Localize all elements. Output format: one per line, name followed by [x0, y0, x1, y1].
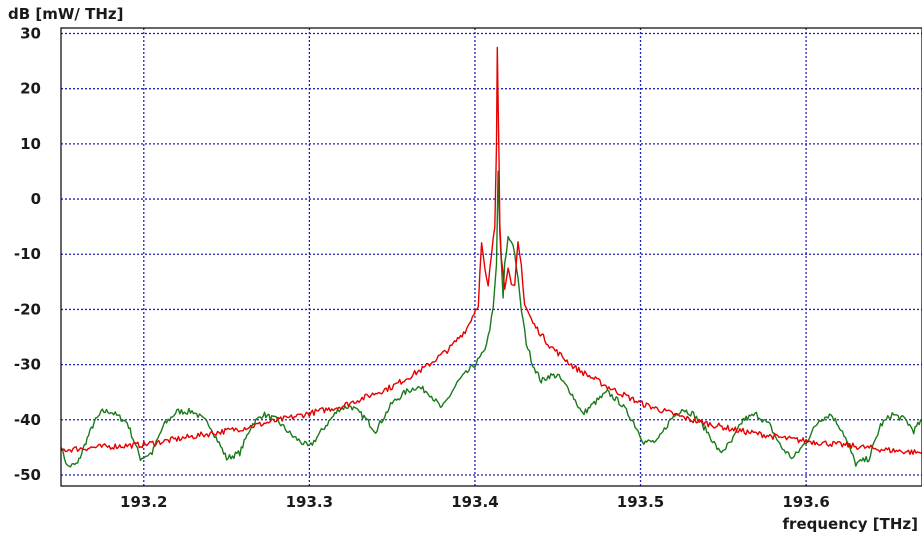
y-tick-label: 10 — [20, 135, 41, 153]
y-ticks: 30 20 10 0 -10 -20 -30 -40 -50 — [14, 25, 41, 484]
y-axis-label: dB [mW/ THz] — [8, 5, 124, 23]
y-tick-label: -10 — [14, 245, 41, 263]
y-tick-label: -50 — [14, 466, 41, 484]
y-tick-label: -40 — [14, 411, 41, 429]
grid — [61, 28, 922, 486]
series — [60, 46, 922, 468]
y-tick-label: 30 — [20, 25, 41, 43]
x-tick-label: 193.4 — [451, 493, 498, 511]
y-tick-label: -30 — [14, 356, 41, 374]
y-tick-label: 20 — [20, 80, 41, 98]
x-tick-label: 193.6 — [782, 493, 829, 511]
x-tick-label: 193.2 — [120, 493, 167, 511]
y-tick-label: 0 — [31, 190, 41, 208]
x-axis-label: frequency [THz] — [783, 515, 918, 533]
plot-frame — [60, 27, 922, 487]
x-tick-label: 193.5 — [617, 493, 664, 511]
y-tick-label: -20 — [14, 300, 41, 318]
x-ticks: 193.2 193.3 193.4 193.5 193.6 — [120, 493, 830, 511]
series-line-1 — [60, 170, 922, 468]
series-line-2 — [60, 46, 922, 455]
x-tick-label: 193.3 — [286, 493, 333, 511]
